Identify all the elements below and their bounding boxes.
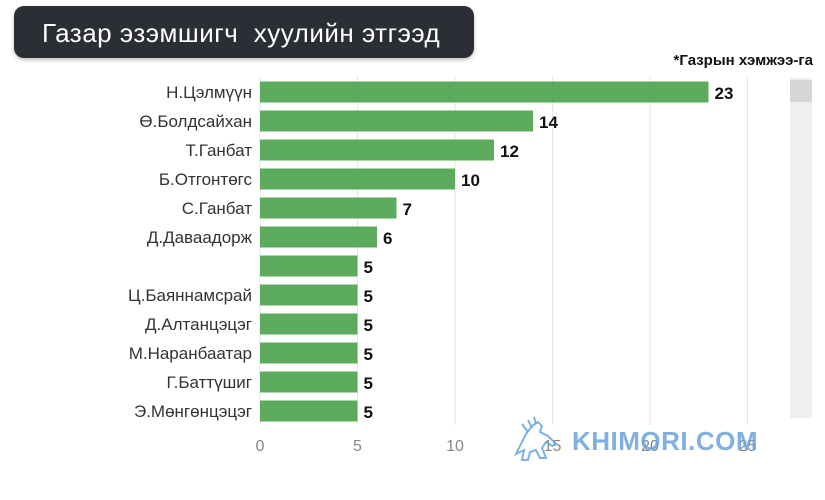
category-label: С.Ганбат [182, 199, 253, 218]
data-label: 6 [383, 229, 392, 248]
bar [260, 226, 377, 248]
bar [260, 139, 494, 161]
x-tick-label: 10 [446, 438, 464, 455]
bar [260, 371, 358, 393]
bar [260, 81, 709, 103]
category-label: Д.Алтанцэцэг [145, 315, 252, 334]
data-label: 5 [364, 287, 373, 306]
bar [260, 313, 358, 335]
data-label: 23 [715, 84, 734, 103]
category-label: Ц.Баяннамсрай [128, 286, 252, 305]
category-label: Г.Баттүшиг [167, 373, 253, 392]
data-label: 5 [364, 316, 373, 335]
bar [260, 284, 358, 306]
category-label: Э.Мөнгөнцэцэг [134, 402, 252, 421]
data-label: 5 [364, 403, 373, 422]
category-label: Т.Ганбат [185, 141, 252, 160]
x-tick-label: 0 [256, 438, 265, 455]
title-banner: Газар эзэмшигч хуулийн этгээд [14, 6, 474, 58]
data-label: 5 [364, 258, 373, 277]
scrollbar-track [790, 78, 812, 418]
category-label: Б.Отгонтөгс [159, 170, 253, 189]
category-label: Д.Даваадорж [147, 228, 253, 247]
category-label: Н.Цэлмүүн [166, 83, 252, 102]
data-label: 10 [461, 171, 480, 190]
bar [260, 197, 397, 219]
x-tick-label: 20 [641, 438, 659, 455]
data-label: 5 [364, 345, 373, 364]
x-tick-label: 5 [353, 438, 362, 455]
category-label: Ө.Болдсайхан [139, 112, 252, 131]
data-label: 7 [403, 200, 412, 219]
data-label: 12 [500, 142, 519, 161]
bar [260, 255, 358, 277]
x-tick-label: 15 [544, 438, 562, 455]
data-label: 14 [539, 113, 558, 132]
scrollbar-thumb [790, 80, 812, 102]
data-label: 5 [364, 374, 373, 393]
bar [260, 400, 358, 422]
chart-title: Газар эзэмшигч хуулийн этгээд [42, 18, 441, 48]
bar [260, 110, 533, 132]
bar [260, 342, 358, 364]
category-label: М.Наранбаатар [129, 344, 252, 363]
x-tick-label: 25 [739, 438, 757, 455]
bar [260, 168, 455, 190]
unit-note: *Газрын хэмжээ-га [673, 52, 813, 69]
